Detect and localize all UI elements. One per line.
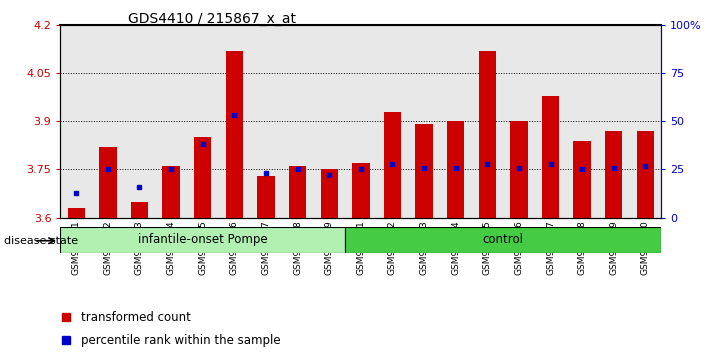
- Bar: [574, 141, 591, 218]
- Bar: [99, 147, 117, 218]
- Bar: [225, 51, 243, 218]
- Bar: [415, 125, 433, 218]
- Text: GDS4410 / 215867_x_at: GDS4410 / 215867_x_at: [128, 12, 296, 27]
- Text: disease state: disease state: [4, 236, 77, 246]
- Bar: [131, 202, 148, 218]
- Bar: [162, 166, 180, 218]
- Text: infantile-onset Pompe: infantile-onset Pompe: [138, 233, 267, 246]
- Bar: [542, 96, 560, 218]
- Bar: [605, 131, 623, 218]
- Bar: [510, 121, 528, 218]
- Bar: [447, 121, 464, 218]
- Bar: [68, 208, 85, 218]
- Text: percentile rank within the sample: percentile rank within the sample: [82, 334, 281, 347]
- Bar: [637, 131, 654, 218]
- Text: transformed count: transformed count: [82, 311, 191, 324]
- Bar: [257, 176, 274, 218]
- Bar: [384, 112, 401, 218]
- Bar: [352, 163, 370, 218]
- Bar: [321, 170, 338, 218]
- Bar: [194, 137, 211, 218]
- Bar: [289, 166, 306, 218]
- Bar: [479, 51, 496, 218]
- FancyBboxPatch shape: [345, 227, 661, 253]
- FancyBboxPatch shape: [60, 227, 345, 253]
- Text: control: control: [483, 233, 523, 246]
